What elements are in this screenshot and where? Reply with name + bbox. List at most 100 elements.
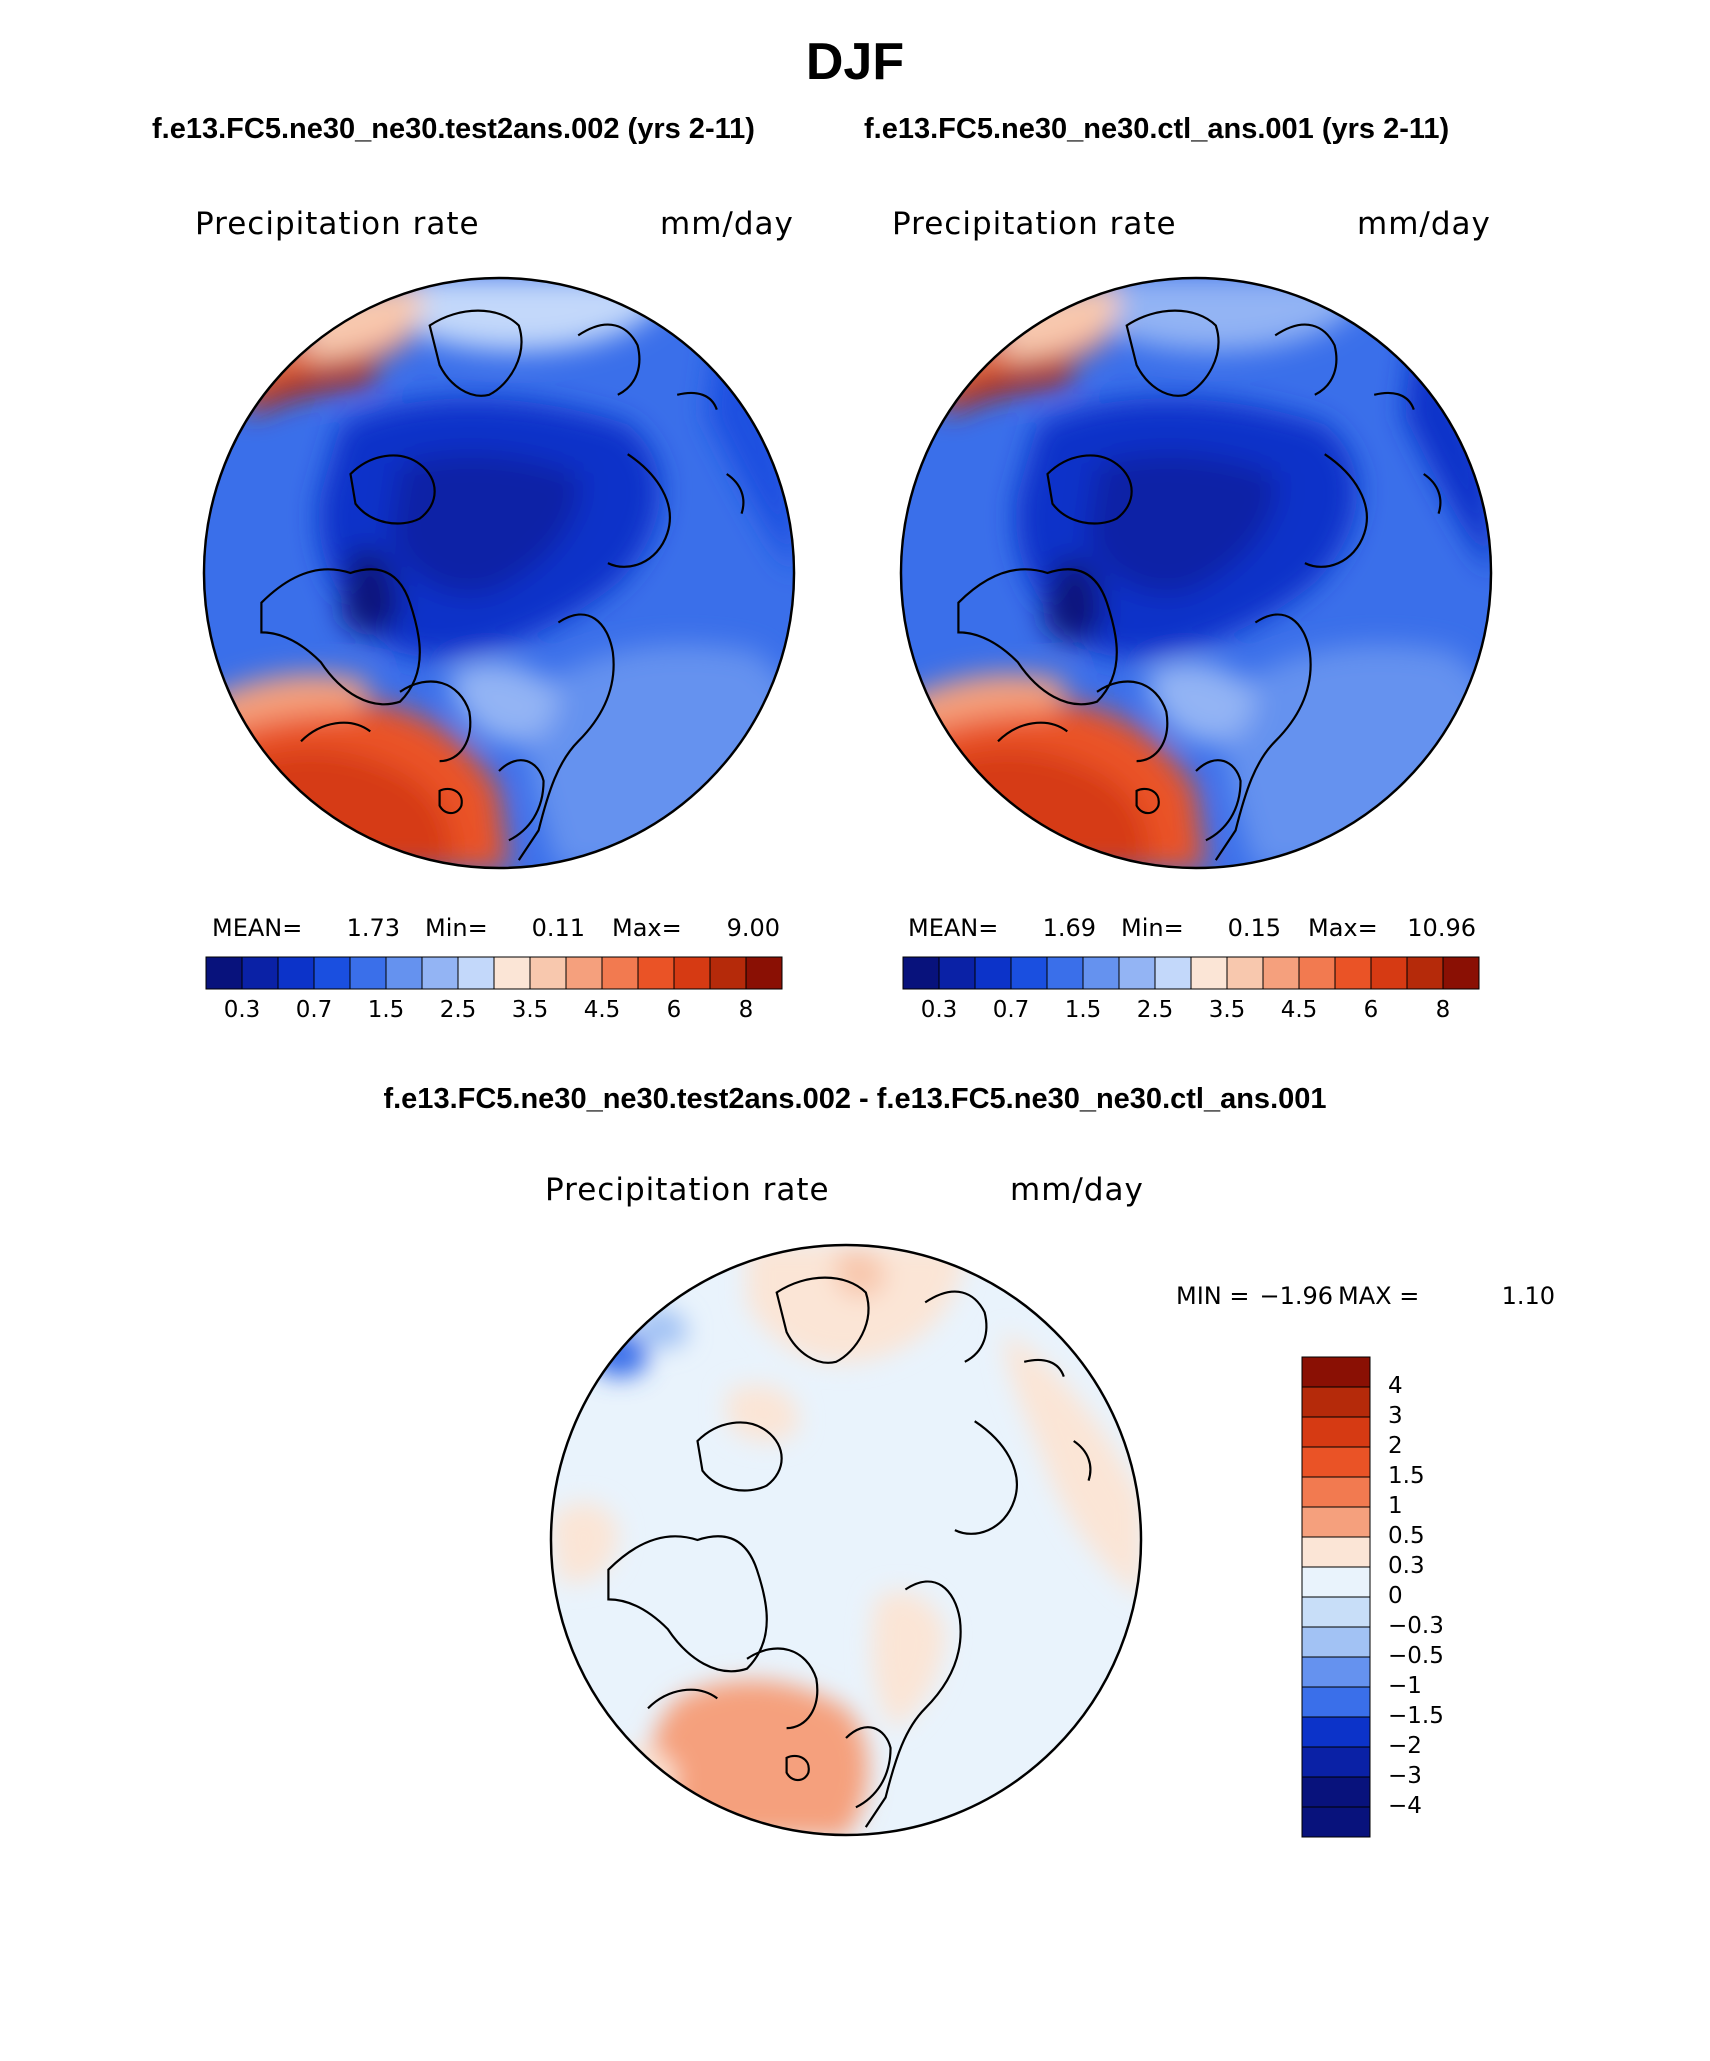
colorbar-tick-label: 2 xyxy=(1388,1433,1403,1459)
colorbar-swatch xyxy=(1190,956,1228,990)
colorbar-tick-label: 1.5 xyxy=(1064,997,1102,1023)
colorbar-swatch xyxy=(241,956,279,990)
colorbar-swatch xyxy=(529,956,567,990)
panel1-variable-label: Precipitation rate xyxy=(195,206,480,242)
colorbar-swatch xyxy=(1301,1536,1371,1568)
colorbar-swatch xyxy=(1406,956,1444,990)
colorbar-tick-label: 4 xyxy=(1388,1373,1403,1399)
map-border xyxy=(202,276,796,870)
colorbar-swatch xyxy=(313,956,351,990)
colorbar-swatch xyxy=(1298,956,1336,990)
colorbar-swatch xyxy=(1301,1626,1371,1658)
colorbar-swatch xyxy=(1301,1806,1371,1838)
colorbar-tick-label: 1.5 xyxy=(1388,1463,1425,1489)
colorbar-tick-label: 6 xyxy=(666,997,682,1023)
colorbar-swatch xyxy=(493,956,531,990)
case-title-control: f.e13.FC5.ne30_ne30.ctl_ans.001 (yrs 2-1… xyxy=(864,113,1450,145)
panel2-variable-label: Precipitation rate xyxy=(892,206,1177,242)
colorbar-tick-label: −1.5 xyxy=(1388,1703,1444,1729)
colorbar-swatch xyxy=(421,956,459,990)
panel1-mean-label: MEAN= xyxy=(212,914,303,942)
precip-difference-map xyxy=(549,1243,1143,1837)
colorbar-swatch xyxy=(938,956,976,990)
colorbar-tick-label: 0 xyxy=(1388,1583,1403,1609)
colorbar-tick-label: 4.5 xyxy=(1280,997,1318,1023)
colorbar-swatch xyxy=(673,956,711,990)
diff-max-label: MAX = xyxy=(1338,1282,1420,1310)
colorbar-tick-label: −4 xyxy=(1388,1793,1422,1819)
colorbar-swatch xyxy=(1301,1446,1371,1478)
panel2-units-label: mm/day xyxy=(1357,206,1491,242)
colorbar-swatch xyxy=(1301,1416,1371,1448)
colorbar-swatch xyxy=(1301,1566,1371,1598)
colorbar-tick-label: −2 xyxy=(1388,1733,1422,1759)
case-title-test: f.e13.FC5.ne30_ne30.test2ans.002 (yrs 2-… xyxy=(152,113,755,145)
colorbar-tick-label: 1.5 xyxy=(367,997,405,1023)
diff-max-value: 1.10 xyxy=(1501,1282,1555,1310)
scandinavia-positive-region xyxy=(871,1591,945,1729)
colorbar-tick-label: 2.5 xyxy=(1136,997,1174,1023)
colorbar-tick-label: 0.3 xyxy=(1388,1553,1425,1579)
pacific-core-region xyxy=(241,355,381,415)
atlantic-weak-positive xyxy=(588,1747,678,1836)
figure-title: DJF xyxy=(805,33,905,91)
panel1-min-value: 0.11 xyxy=(531,914,585,942)
panel2-max-label: Max= xyxy=(1308,914,1378,942)
arctic-driest-region xyxy=(390,453,580,595)
colorbar-swatch xyxy=(1301,1386,1371,1418)
colorbar-tick-label: 0.3 xyxy=(223,997,261,1023)
colorbar-swatch xyxy=(1301,1686,1371,1718)
panel2-min-value: 0.15 xyxy=(1227,914,1281,942)
norwegian-sea-region xyxy=(449,661,559,744)
diff-min-value: −1.96 xyxy=(1259,1282,1333,1310)
colorbar-swatch xyxy=(1301,1356,1371,1388)
colorbar-swatch xyxy=(1301,1596,1371,1628)
colorbar-swatch xyxy=(1154,956,1192,990)
colorbar-swatch xyxy=(637,956,675,990)
panel2-min-label: Min= xyxy=(1121,914,1184,942)
colorbar-swatch xyxy=(1226,956,1264,990)
colorbar-swatch xyxy=(385,956,423,990)
colorbar-tick-label: 0.3 xyxy=(920,997,958,1023)
colorbar-tick-label: 2.5 xyxy=(439,997,477,1023)
panel2-mean-value: 1.69 xyxy=(1042,914,1096,942)
colorbar-swatch xyxy=(1046,956,1084,990)
greenland-dry-region xyxy=(1042,557,1103,643)
colorbar-swatch xyxy=(601,956,639,990)
colorbar-test xyxy=(205,956,783,990)
colorbar-swatch xyxy=(1262,956,1300,990)
colorbar-swatch xyxy=(1301,1776,1371,1808)
colorbar-tick-label: 3 xyxy=(1388,1403,1403,1429)
colorbar-tick-label: 6 xyxy=(1363,997,1379,1023)
map-border xyxy=(549,1243,1143,1837)
north-pacific-positive-region xyxy=(747,1244,965,1363)
arctic-driest-region xyxy=(1087,453,1277,595)
panel1-min-label: Min= xyxy=(425,914,488,942)
colorbar-swatch xyxy=(1118,956,1156,990)
colorbar-tick-label: −0.5 xyxy=(1388,1643,1444,1669)
colorbar-swatch xyxy=(1301,1746,1371,1778)
colorbar-swatch xyxy=(709,956,747,990)
colorbar-swatch xyxy=(1301,1716,1371,1748)
precip-map-test xyxy=(202,276,796,870)
colorbar-tick-label: −3 xyxy=(1388,1763,1422,1789)
colorbar-swatch xyxy=(1082,956,1120,990)
colorbar-tick-label: 0.5 xyxy=(1388,1523,1425,1549)
colorbar-tick-label: 8 xyxy=(738,997,754,1023)
panel3-variable-label: Precipitation rate xyxy=(545,1172,830,1208)
colorbar-swatch xyxy=(974,956,1012,990)
colorbar-tick-label: 1 xyxy=(1388,1493,1403,1519)
panel2-max-value: 10.96 xyxy=(1407,914,1476,942)
precip-map-control xyxy=(899,276,1493,870)
difference-title: f.e13.FC5.ne30_ne30.test2ans.002 - f.e13… xyxy=(383,1083,1327,1115)
colorbar-swatch xyxy=(1301,1506,1371,1538)
colorbar-difference xyxy=(1301,1356,1371,1838)
norwegian-sea-region xyxy=(1146,661,1256,744)
northeast-asia-region xyxy=(706,335,795,573)
map-border xyxy=(899,276,1493,870)
panel1-max-label: Max= xyxy=(612,914,682,942)
north-pacific-max-region xyxy=(836,1249,886,1298)
colorbar-swatch xyxy=(205,956,243,990)
colorbar-swatch xyxy=(277,956,315,990)
colorbar-swatch xyxy=(745,956,783,990)
